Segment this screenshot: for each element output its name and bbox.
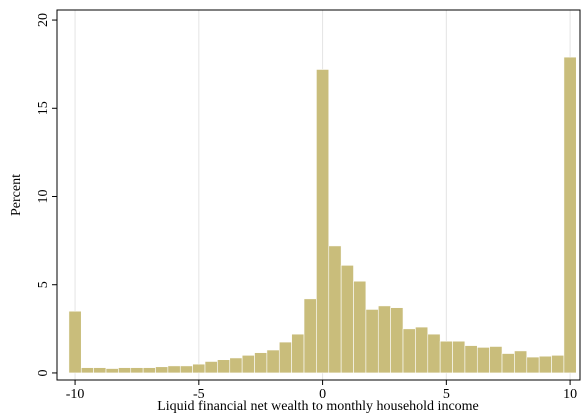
bar [452,340,466,374]
x-axis-label: Liquid financial net wealth to monthly h… [157,399,479,414]
y-tick-label: 5 [36,281,51,288]
bar [130,367,144,374]
bar [179,365,193,374]
bar [390,307,404,374]
bar [464,345,478,374]
bar [291,333,305,374]
bar [80,367,94,374]
bar [551,354,565,374]
bar [68,310,82,374]
y-tick-label: 10 [36,189,51,203]
x-tick-label: 5 [443,387,450,402]
plot-frame [56,9,581,381]
bar [266,349,280,374]
y-tick-label: 20 [36,13,51,27]
bar [118,367,132,374]
x-tick-label: 0 [319,387,326,402]
bar [476,347,490,374]
bar [427,333,441,374]
bar [278,341,292,374]
bar [501,353,515,374]
bar [353,280,367,374]
bar [192,363,206,374]
bar [254,352,268,374]
bar [93,367,107,374]
bar [439,340,453,374]
bar [415,326,429,374]
y-tick-label: 0 [36,369,51,376]
bar [563,56,577,374]
x-tick-label: 10 [563,387,577,402]
bar [377,305,391,374]
bar [526,356,540,374]
bar [142,367,156,374]
y-tick-label: 15 [36,101,51,115]
bar [303,298,317,374]
bar [167,365,181,374]
bar [365,309,379,374]
bar [340,265,354,374]
bar [316,69,330,374]
bar [229,357,243,374]
x-tick-label: -5 [193,387,205,402]
bar [217,359,231,374]
bar [402,328,416,374]
bar [328,245,342,374]
bar [241,354,255,374]
bar [538,355,552,374]
bar [155,366,169,374]
y-axis-label: Percent [9,174,24,216]
x-tick-label: -10 [66,387,85,402]
bar [105,368,119,374]
bar [514,350,528,374]
bar [489,346,503,374]
bar [204,361,218,374]
